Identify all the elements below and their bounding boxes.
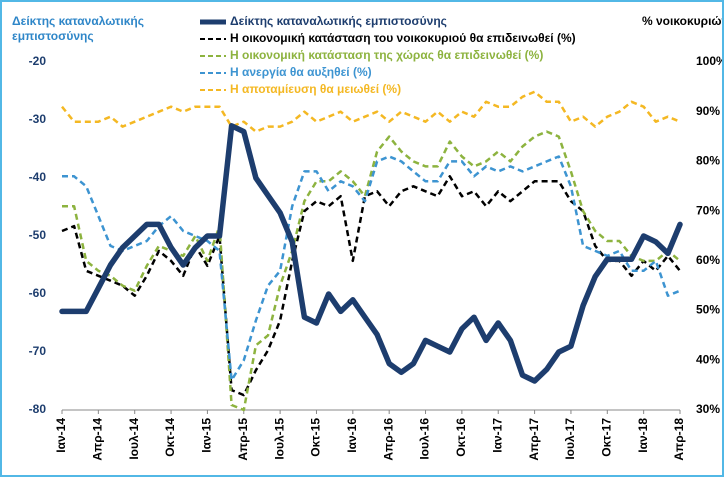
x-tick-label: Ιαν-16 <box>345 418 359 453</box>
legend-label: Η αποταμίευση θα μειωθεί (%) <box>230 82 401 96</box>
x-tick-label: Απρ-16 <box>381 418 395 461</box>
y2-tick-label: 100% <box>696 54 722 68</box>
y2-axis-title: % νοικοκυριών <box>642 14 724 28</box>
series-line <box>61 175 681 397</box>
series-line <box>62 130 681 412</box>
legend-label: Η οικονομική κατάσταση του νοικοκυριού θ… <box>230 31 576 45</box>
y-tick-label: -80 <box>29 402 47 416</box>
series-line <box>59 123 683 384</box>
x-tick-label: Ιαν-14 <box>54 418 68 453</box>
y2-tick-label: 40% <box>696 352 720 366</box>
y-tick-label: -30 <box>29 112 47 126</box>
x-tick-label: Οκτ-14 <box>163 418 177 457</box>
x-tick-label: Ιουλ-14 <box>127 418 141 460</box>
y2-tick-label: 30% <box>696 402 720 416</box>
y-axis-title: Δείκτης καταναλωτικής εμπιστοσύνης <box>12 14 145 43</box>
y2-tick-label: 80% <box>696 154 720 168</box>
x-tick-label: Απρ-18 <box>672 418 686 461</box>
x-tick-label: Ιουλ-15 <box>272 418 286 460</box>
x-tick-label: Οκτ-17 <box>599 418 613 457</box>
legend-label: Η οικονομική κατάσταση της χώρας θα επιδ… <box>230 48 543 62</box>
y-tick-label: -70 <box>29 344 47 358</box>
series-line <box>61 90 681 133</box>
x-tick-label: Απρ-15 <box>236 418 250 461</box>
y-tick-label: -60 <box>29 286 47 300</box>
y2-tick-label: 70% <box>696 203 720 217</box>
x-tick-label: Οκτ-15 <box>309 418 323 457</box>
x-tick-label: Ιουλ-16 <box>418 418 432 460</box>
x-tick-label: Ιαν-18 <box>636 418 650 453</box>
x-tick-label: Οκτ-16 <box>454 418 468 457</box>
y2-tick-label: 60% <box>696 253 720 267</box>
series-line <box>62 155 681 382</box>
x-tick-label: Απρ-14 <box>91 418 105 461</box>
x-tick-label: Απρ-17 <box>527 418 541 461</box>
y2-tick-label: 50% <box>696 303 720 317</box>
x-tick-label: Ιουλ-17 <box>563 418 577 460</box>
legend-label: Δείκτης καταναλωτικής εμπιστοσύνης <box>230 14 447 28</box>
legend-label: Η ανεργία θα αυξηθεί (%) <box>230 65 372 79</box>
x-tick-label: Ιαν-17 <box>490 418 504 453</box>
y-tick-label: -40 <box>29 170 47 184</box>
y-tick-label: -20 <box>29 54 47 68</box>
y-tick-label: -50 <box>29 228 47 242</box>
y2-tick-label: 90% <box>696 104 720 118</box>
x-tick-label: Ιαν-15 <box>200 418 214 453</box>
